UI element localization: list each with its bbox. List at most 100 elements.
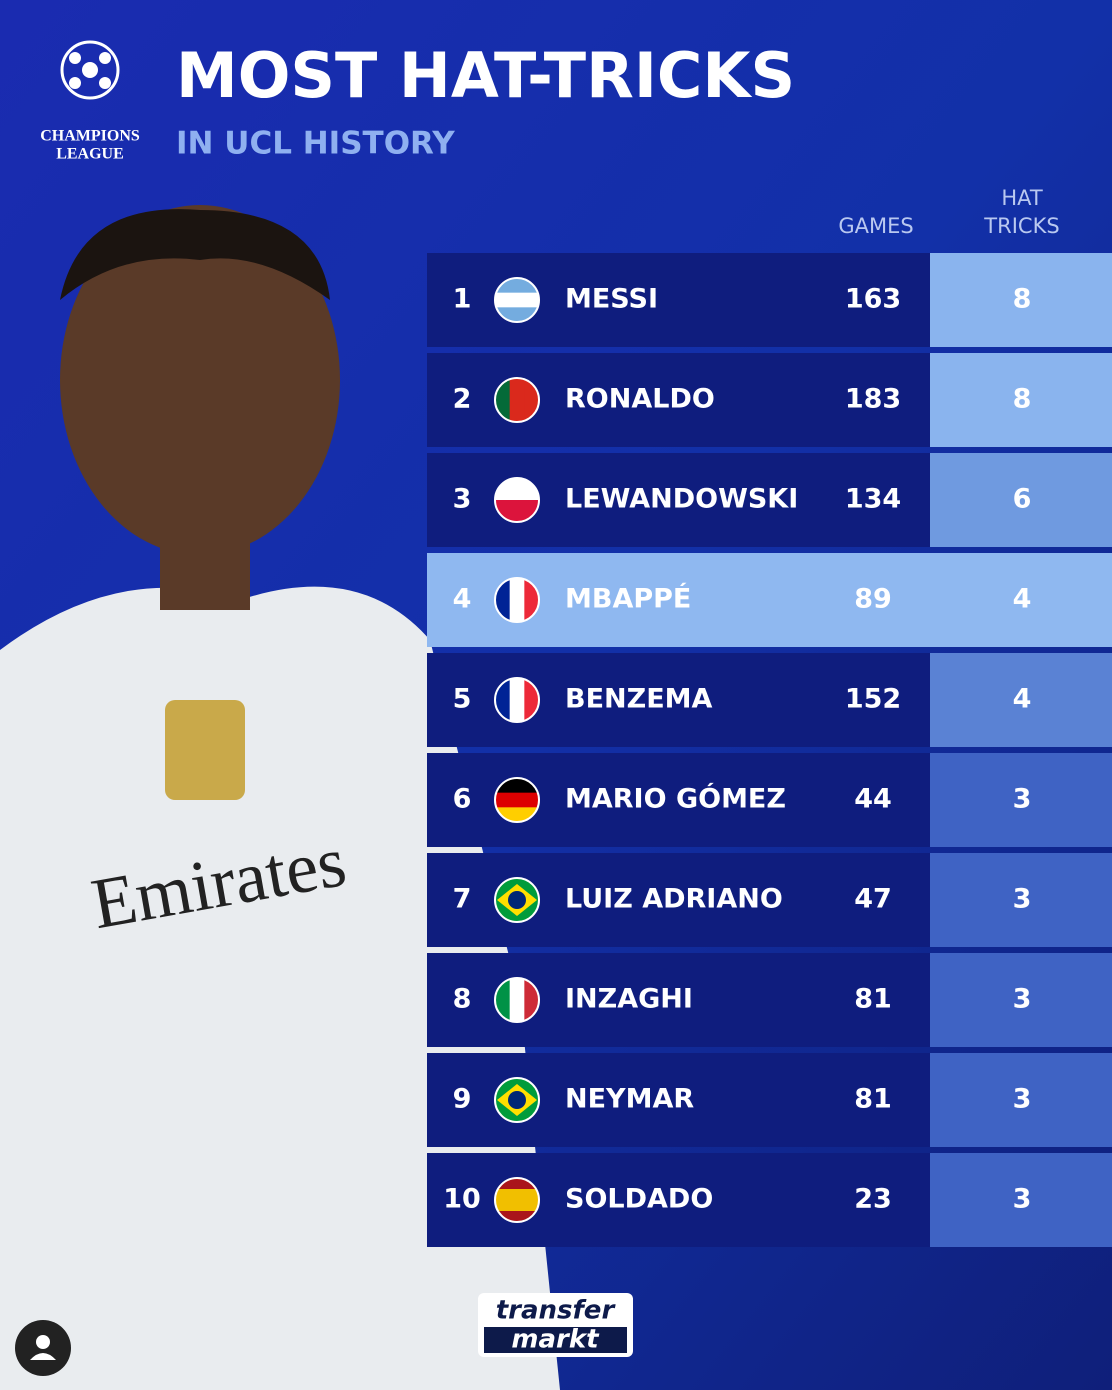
title: MOST HAT-TRICKS	[176, 39, 795, 112]
hat-trick-cell	[930, 1053, 1112, 1147]
column-header: TRICKS	[983, 214, 1059, 238]
flag-border	[494, 777, 540, 823]
flag-body	[495, 378, 539, 422]
transfermarkt-logo: transfer markt	[478, 1293, 633, 1357]
flag-border	[494, 1077, 540, 1123]
player-photo: Emirates	[0, 205, 560, 1390]
profile-icon[interactable]	[15, 1320, 71, 1376]
flag-body	[495, 1178, 539, 1222]
flag-stripe	[508, 891, 526, 909]
flag-stripe	[495, 292, 539, 308]
flag-stripe	[509, 578, 525, 622]
flag-stripe	[495, 478, 539, 501]
flag	[494, 877, 540, 923]
rank: 8	[453, 984, 472, 1015]
games: 81	[854, 1084, 892, 1115]
player-name: LEWANDOWSKI	[565, 484, 798, 515]
flag-body	[495, 878, 539, 922]
player-name: INZAGHI	[565, 984, 693, 1015]
flag-stripe	[495, 1211, 539, 1222]
flag	[494, 377, 540, 423]
rank: 4	[453, 584, 472, 615]
flag	[494, 477, 540, 523]
player-name: BENZEMA	[565, 684, 713, 715]
flag	[494, 1077, 540, 1123]
hat-trick-cell	[930, 953, 1112, 1047]
flag-body	[495, 478, 539, 522]
flag-stripe	[509, 978, 525, 1022]
subtitle: IN UCL HISTORY	[176, 126, 455, 162]
rank: 3	[453, 484, 472, 515]
hat-trick-cell	[930, 653, 1112, 747]
rank: 7	[453, 884, 472, 915]
rank: 2	[453, 384, 472, 415]
flag-stripe	[495, 792, 539, 808]
flag	[494, 677, 540, 723]
games: 44	[854, 784, 892, 815]
player-name: MBAPPÉ	[565, 583, 691, 615]
flag-border	[494, 677, 540, 723]
flag-stripe	[495, 1178, 539, 1190]
rank: 9	[453, 1084, 472, 1115]
hat-tricks: 3	[1013, 1084, 1032, 1115]
flag-border	[494, 877, 540, 923]
hat-tricks: 3	[1013, 1184, 1032, 1215]
flag-border	[494, 1177, 540, 1223]
rank: 6	[453, 784, 472, 815]
flag-border	[494, 977, 540, 1023]
hat-tricks: 4	[1013, 584, 1032, 615]
hat-trick-cell	[930, 1153, 1112, 1247]
player-name: RONALDO	[565, 384, 715, 415]
player-name: MARIO GÓMEZ	[565, 783, 786, 815]
games: 47	[854, 884, 892, 915]
column-header: GAMES	[838, 214, 913, 238]
hat-tricks: 8	[1013, 384, 1032, 415]
flag-stripe	[508, 1091, 526, 1109]
flag-stripe	[509, 678, 525, 722]
table: 1 MESSI 163 8 2 RONALDO 183 8 3 LEWANDOWSKI 134 6 4 M…	[427, 253, 1112, 1247]
flag	[494, 777, 540, 823]
player-name: NEYMAR	[565, 1084, 694, 1115]
hat-tricks: 4	[1013, 684, 1032, 715]
flag	[494, 1177, 540, 1223]
hat-trick-cell	[930, 253, 1112, 347]
games: 89	[854, 584, 892, 615]
flag	[494, 977, 540, 1023]
logo-text: LEAGUE	[56, 146, 124, 163]
flag-border	[494, 477, 540, 523]
hat-trick-cell	[930, 853, 1112, 947]
flag-border	[494, 577, 540, 623]
games: 163	[845, 284, 901, 315]
player-name: SOLDADO	[565, 1184, 713, 1215]
logo-text: CHAMPIONS	[40, 128, 140, 145]
games: 23	[854, 1184, 892, 1215]
flag-stripe	[495, 1189, 539, 1201]
flag-body	[495, 1078, 539, 1122]
brand-text: markt	[511, 1325, 600, 1355]
brand-text: transfer	[496, 1296, 617, 1326]
hat-tricks: 3	[1013, 884, 1032, 915]
hat-trick-cell	[930, 353, 1112, 447]
hat-tricks: 3	[1013, 784, 1032, 815]
player-name: LUIZ ADRIANO	[565, 884, 783, 915]
games: 152	[845, 684, 901, 715]
player-name: MESSI	[565, 284, 658, 315]
games: 134	[845, 484, 901, 515]
rank: 5	[453, 684, 472, 715]
hat-tricks: 6	[1013, 484, 1032, 515]
flag	[494, 577, 540, 623]
flag-stripe	[495, 1200, 539, 1212]
rank: 10	[443, 1184, 481, 1215]
hat-trick-cell	[930, 753, 1112, 847]
flag	[494, 277, 540, 323]
flag-border	[494, 377, 540, 423]
ucl-logo: CHAMPIONS LEAGUE	[40, 40, 140, 163]
flag-stripe	[495, 500, 539, 522]
hat-tricks: 8	[1013, 284, 1032, 315]
games: 183	[845, 384, 901, 415]
hat-trick-cell	[930, 453, 1112, 547]
column-header: HAT	[1001, 186, 1043, 210]
games: 81	[854, 984, 892, 1015]
rank: 1	[453, 284, 472, 315]
